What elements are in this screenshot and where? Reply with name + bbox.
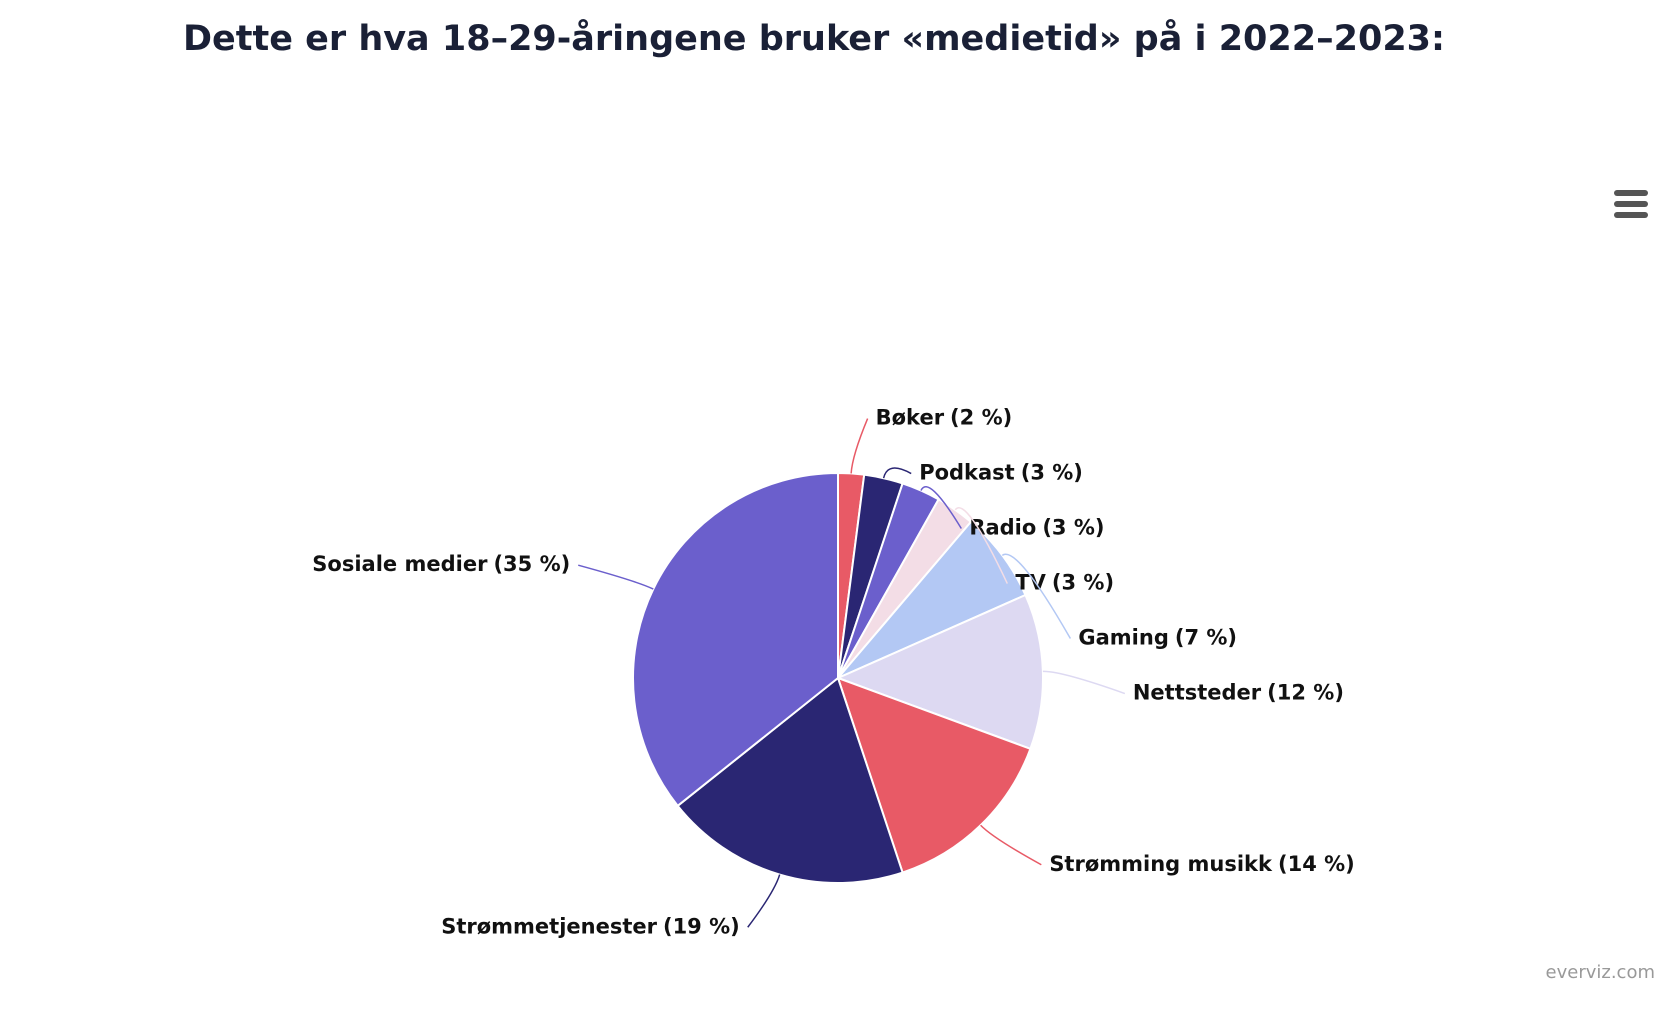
- connector: [920, 485, 962, 529]
- data-label: Podkast (3 %): [919, 461, 1083, 485]
- category-label: Strømmetjenester: [441, 914, 657, 938]
- data-label: Nettsteder (12 %): [1133, 681, 1344, 705]
- data-label: Bøker (2 %): [876, 406, 1013, 430]
- connector: [954, 507, 1009, 584]
- menu-bar: [1614, 212, 1648, 218]
- menu-bar: [1614, 201, 1648, 207]
- menu-bar: [1614, 190, 1648, 196]
- connector: [578, 564, 654, 590]
- value-label: (14 %): [1278, 852, 1355, 876]
- value-label: (3 %): [1042, 516, 1104, 540]
- chart-title: Dette er hva 18–29-åringene bruker «medi…: [183, 18, 1445, 59]
- connector: [747, 874, 781, 928]
- connector: [1042, 670, 1126, 695]
- pie-slice: [835, 593, 1044, 751]
- data-label: Strømming musikk (14 %): [1049, 852, 1354, 876]
- menu-button[interactable]: [1614, 190, 1648, 218]
- value-label: (12 %): [1267, 681, 1344, 705]
- data-label: Gaming (7 %): [1078, 626, 1237, 650]
- pie-slice: [632, 471, 839, 808]
- category-label: Strømming musikk: [1049, 852, 1273, 876]
- connector: [850, 418, 869, 474]
- category-label: Radio: [969, 516, 1036, 540]
- value-label: (7 %): [1175, 626, 1237, 650]
- category-label: Sosiale medier: [312, 552, 488, 576]
- value-label: (3 %): [1052, 571, 1114, 595]
- category-label: Gaming: [1078, 626, 1168, 650]
- category-label: Podkast: [919, 461, 1015, 485]
- data-label: Sosiale medier (35 %): [312, 552, 570, 576]
- connector: [882, 467, 912, 479]
- data-label: Radio (3 %): [969, 516, 1104, 540]
- connector: [1001, 553, 1072, 639]
- value-label: (19 %): [663, 914, 740, 938]
- data-label: TV (3 %): [1015, 571, 1114, 595]
- value-label: (2 %): [950, 406, 1012, 430]
- pie-slice: [676, 676, 904, 884]
- value-label: (3 %): [1021, 461, 1083, 485]
- category-label: Nettsteder: [1133, 681, 1262, 705]
- credits[interactable]: everviz.com: [1546, 962, 1655, 983]
- value-label: (35 %): [493, 552, 570, 576]
- category-label: Bøker: [876, 406, 945, 430]
- connector: [980, 824, 1042, 866]
- data-label: Strømmetjenester (19 %): [441, 914, 740, 938]
